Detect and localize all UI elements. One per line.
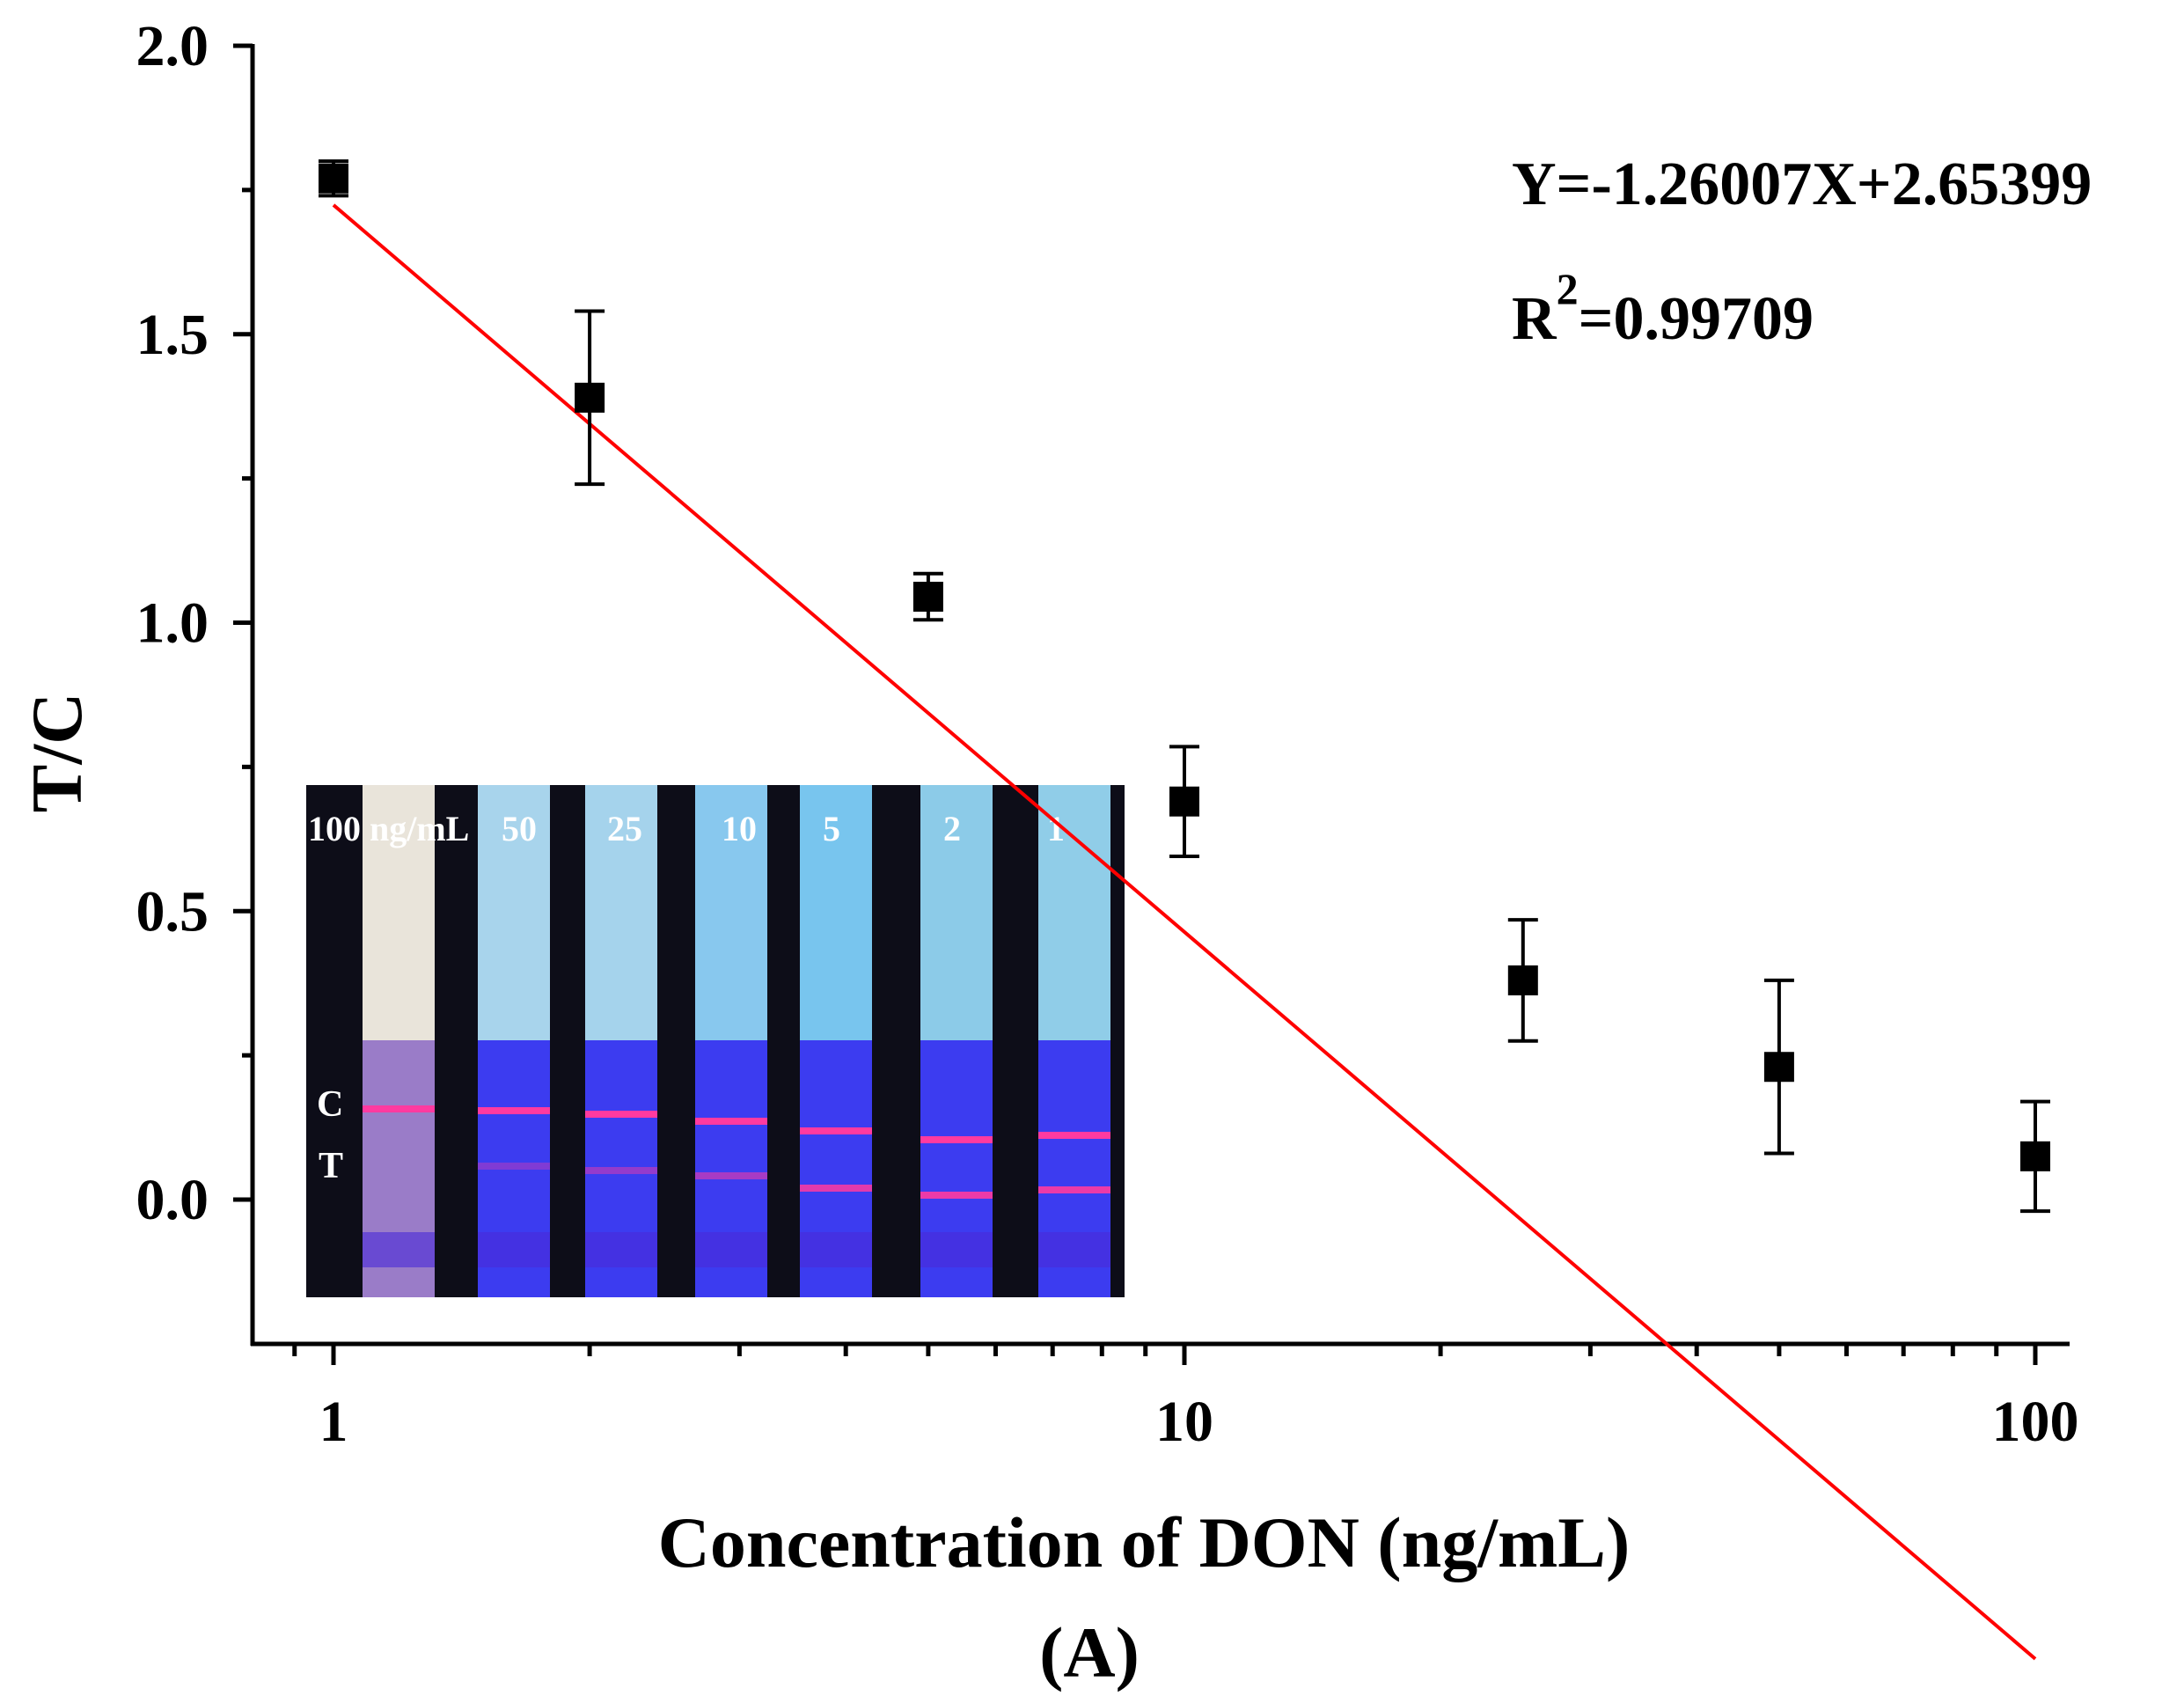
test-strip xyxy=(1038,785,1110,1297)
strip-end-band xyxy=(800,1232,872,1267)
y-tick-label: 2.0 xyxy=(136,14,209,78)
strip-control-band xyxy=(478,1107,550,1114)
data-point xyxy=(319,163,348,194)
strip-control-band xyxy=(800,1127,872,1134)
data-point-group xyxy=(1169,745,1199,858)
axes: 0.0 0.5 1.0 1.5 2.0 1 10 100 xyxy=(136,14,2079,1454)
y-tick-label: 0.5 xyxy=(136,879,209,943)
test-strip xyxy=(800,785,872,1297)
test-strip-photo-inset: 100 ng/mL 50 25 10 5 2 1CT xyxy=(306,785,1125,1297)
y-tick-label: 1.5 xyxy=(136,303,209,367)
data-point-group xyxy=(575,309,605,487)
strip-concentration-label: 50 xyxy=(502,809,537,848)
strip-concentration-label: 100 ng/mL xyxy=(308,809,469,848)
control-line-label: C xyxy=(317,1084,343,1125)
data-point xyxy=(575,382,605,413)
data-point-group xyxy=(1507,918,1538,1043)
test-strip xyxy=(363,785,435,1297)
test-strip xyxy=(478,785,550,1297)
data-point xyxy=(1507,965,1538,995)
data-point xyxy=(2020,1141,2050,1171)
data-point xyxy=(1763,1052,1794,1083)
strip-concentration-label: 10 xyxy=(722,809,757,848)
y-axis-title: T/C xyxy=(17,693,97,813)
strip-sample-pad xyxy=(585,785,657,1040)
panel-label: (A) xyxy=(1039,1612,1140,1692)
strip-test-band xyxy=(478,1163,550,1170)
data-point xyxy=(1169,786,1199,817)
strip-test-band xyxy=(920,1192,993,1199)
strip-end-band xyxy=(478,1232,550,1267)
data-point-group xyxy=(2020,1099,2050,1214)
strip-end-band xyxy=(920,1232,993,1267)
data-points xyxy=(319,159,2050,1214)
r-squared-value: =0.99709 xyxy=(1579,285,1814,353)
strip-test-band xyxy=(695,1172,767,1179)
strip-sample-pad xyxy=(800,785,872,1040)
labels: Y=-1.26007X+2.65399 R2=0.99709 Concentra… xyxy=(17,150,2092,1692)
strip-concentration-label: 5 xyxy=(823,809,840,848)
test-strip xyxy=(695,785,767,1297)
strip-sample-pad xyxy=(1038,785,1110,1040)
strip-concentration-label: 2 xyxy=(943,809,961,848)
test-strip xyxy=(920,785,993,1297)
x-axis-title: Concentration of DON (ng/mL) xyxy=(658,1502,1631,1582)
strip-end-band xyxy=(363,1232,435,1267)
data-point-group xyxy=(1763,978,1794,1156)
r-squared-prefix: R xyxy=(1512,285,1557,353)
strip-sample-pad xyxy=(920,785,993,1040)
strip-control-band xyxy=(1038,1132,1110,1139)
fit-equation: Y=-1.26007X+2.65399 xyxy=(1512,150,2092,218)
data-point xyxy=(912,582,943,613)
x-tick-label: 100 xyxy=(1992,1390,2079,1454)
strip-control-band xyxy=(695,1118,767,1125)
strip-end-band xyxy=(585,1232,657,1267)
y-tick-label: 1.0 xyxy=(136,591,209,656)
strip-test-band xyxy=(800,1185,872,1192)
r-squared-exponent: 2 xyxy=(1557,264,1579,313)
test-strip xyxy=(585,785,657,1297)
y-tick-label: 0.0 xyxy=(136,1168,209,1232)
fit-line-layer xyxy=(332,203,2037,1661)
strip-concentration-label: 25 xyxy=(607,809,642,848)
test-line-label: T xyxy=(319,1146,343,1186)
fit-line xyxy=(332,203,2037,1661)
strip-sample-pad xyxy=(363,785,435,1040)
x-tick-label: 10 xyxy=(1155,1390,1213,1454)
strip-sample-pad xyxy=(695,785,767,1040)
r-squared: R2=0.99709 xyxy=(1512,264,1814,353)
strip-end-band xyxy=(695,1232,767,1267)
strip-control-band xyxy=(585,1111,657,1118)
strip-test-band xyxy=(585,1167,657,1174)
strip-control-band xyxy=(363,1105,435,1112)
x-tick-label: 1 xyxy=(319,1390,348,1454)
data-point-group xyxy=(319,159,348,198)
strip-test-band xyxy=(1038,1186,1110,1193)
data-point-group xyxy=(912,571,943,622)
strip-end-band xyxy=(1038,1232,1110,1267)
strip-control-band xyxy=(920,1136,993,1143)
strip-sample-pad xyxy=(478,785,550,1040)
